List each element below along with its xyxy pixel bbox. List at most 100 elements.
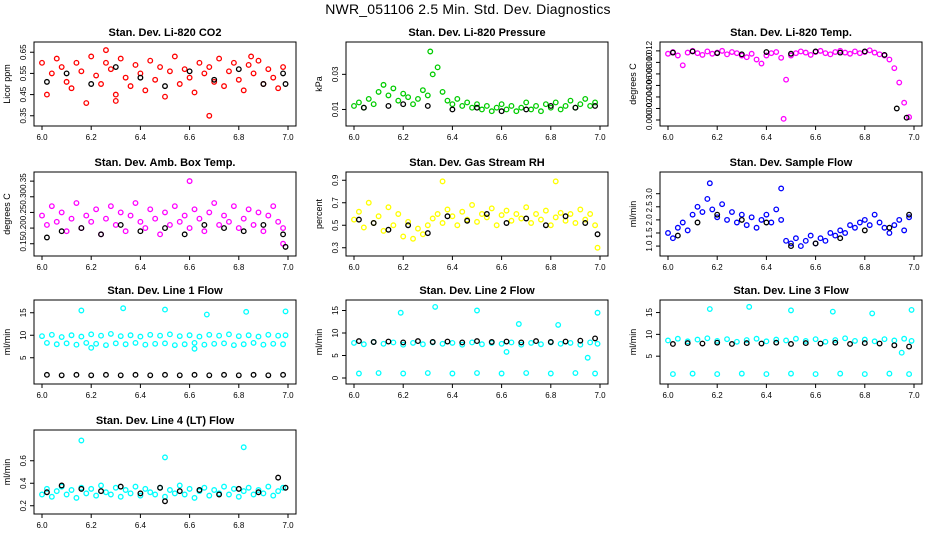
data-point [385,204,392,211]
data-point [449,106,456,113]
data-point [127,490,134,497]
data-point [365,95,372,102]
data-point [557,106,564,113]
data-point [39,59,45,66]
data-point [196,59,203,66]
data-point [817,47,824,54]
data-point [43,489,50,496]
x-tick-label: 6.4 [135,391,147,400]
data-point [459,208,466,215]
y-tick-label: 0.006 [645,75,654,96]
data-point [893,105,900,112]
data-point [719,201,726,208]
y-tick-label: 2.0 [645,214,654,226]
y-tick-label: 0.20 [19,220,28,236]
data-point [906,211,913,218]
data-point [181,491,188,498]
data-point [117,483,124,490]
data-point [83,100,90,107]
x-tick-label: 7.0 [594,263,606,272]
y-tick-label: 0.35 [19,107,28,123]
data-point [63,491,70,498]
data-point [474,338,480,345]
data-point [103,215,109,222]
y-axis-label: Licor ppm [2,64,12,104]
data-point [508,339,515,346]
data-point [216,491,223,498]
data-point [211,76,218,83]
data-point [375,88,382,95]
data-point [861,336,868,343]
data-point [587,339,594,346]
data-point [547,103,554,109]
data-point [679,62,686,69]
data-point [117,333,124,340]
chart-panel-6: Stan. Dev. Sample Flow ml/min 1.01.52.02.5… [628,157,923,272]
data-point [503,338,510,345]
data-point [592,99,599,106]
series-1 [665,303,915,378]
data-point [464,99,471,106]
data-point [758,340,765,347]
data-point [107,330,114,337]
data-point [152,215,159,222]
data-point [415,95,421,102]
data-point [778,54,785,61]
x-tick-label: 6.6 [496,391,508,400]
data-point [245,61,252,68]
data-point [360,224,367,231]
series-2 [43,222,289,250]
data-point [674,52,681,59]
data-point [493,104,500,111]
data-point [724,51,730,58]
data-point [503,220,510,226]
data-point [861,227,868,234]
data-point [176,372,183,379]
data-point [181,341,188,348]
series-2 [43,474,289,505]
data-point [665,230,671,236]
data-point [582,95,589,102]
data-point [282,332,289,339]
data-point [103,371,109,378]
y-tick-label: 0.5 [331,219,340,231]
y-tick-label: 0.03 [331,66,340,82]
data-point [908,306,915,313]
data-point [763,52,770,59]
data-point [748,50,755,57]
data-point [63,70,70,77]
y-tick-label: 10 [19,330,28,339]
data-point [53,218,60,225]
data-point [280,64,287,71]
chart-title: Stan. Dev. Li-820 CO2 [109,27,222,39]
data-point [280,70,287,77]
data-point [812,336,819,343]
data-point [822,338,829,345]
series-1 [351,178,601,251]
data-point [390,85,397,92]
data-point [513,211,520,217]
data-point [866,222,873,229]
data-point [444,206,451,213]
data-point [788,341,794,347]
data-point [385,226,392,233]
data-point [400,341,407,348]
data-point [380,227,387,234]
x-tick-label: 6.6 [496,133,508,142]
data-point [395,211,402,217]
data-point [216,222,223,228]
data-point [270,74,277,81]
data-point [439,88,446,95]
data-point [419,87,426,94]
data-point [807,51,814,58]
data-point [243,308,250,315]
data-point [171,203,178,210]
y-tick-label: 0 [331,375,340,380]
data-point [98,81,104,87]
data-point [240,228,247,235]
data-point [186,74,193,81]
chart-title: Stan. Dev. Line 4 (LT) Flow [96,415,235,427]
data-point [424,92,431,99]
data-point [142,341,149,348]
data-point [733,338,740,345]
